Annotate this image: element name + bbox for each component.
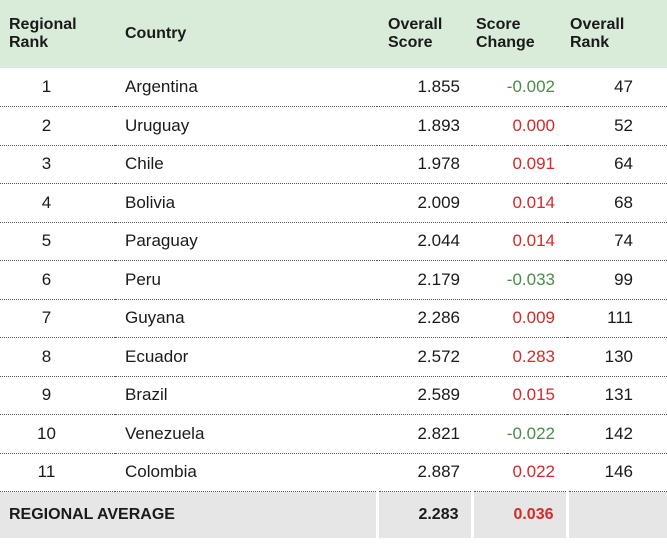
cell-country: Chile	[115, 145, 377, 184]
header-regional-rank: Regional Rank	[0, 0, 115, 68]
cell-overall-rank: 99	[567, 260, 667, 300]
header-overall-score: Overall Score	[377, 0, 472, 68]
table-footer: REGIONAL AVERAGE 2.283 0.036	[0, 491, 667, 538]
table-row: 8 Ecuador 2.572 0.283 130	[0, 337, 667, 377]
cell-regional-rank: 9	[0, 376, 115, 415]
header-overall-rank: Overall Rank	[567, 0, 667, 68]
cell-overall-rank: 52	[567, 106, 667, 146]
cell-overall-rank: 47	[567, 68, 667, 107]
cell-overall-score: 2.286	[377, 299, 472, 338]
cell-overall-rank: 64	[567, 145, 667, 184]
table-row: 1 Argentina 1.855 -0.002 47	[0, 68, 667, 107]
cell-score-change: -0.002	[472, 68, 567, 107]
header-row: Regional Rank Country Overall Score Scor…	[0, 0, 667, 68]
regional-average-blank	[567, 491, 667, 538]
header-overall-score-line2: Score	[388, 34, 433, 51]
cell-score-change: 0.014	[472, 183, 567, 223]
cell-regional-rank: 5	[0, 222, 115, 261]
header-overall-rank-line1: Overall	[570, 16, 625, 33]
cell-country: Colombia	[115, 453, 377, 492]
regional-average-row: REGIONAL AVERAGE 2.283 0.036	[0, 491, 667, 538]
table-row: 7 Guyana 2.286 0.009 111	[0, 299, 667, 338]
cell-country: Brazil	[115, 376, 377, 415]
regional-average-label: REGIONAL AVERAGE	[0, 491, 379, 538]
cell-overall-score: 2.179	[377, 260, 472, 300]
cell-overall-rank: 146	[567, 453, 667, 492]
cell-regional-rank: 4	[0, 183, 115, 223]
cell-overall-rank: 74	[567, 222, 667, 261]
cell-score-change: -0.022	[472, 414, 567, 454]
cell-overall-score: 2.044	[377, 222, 472, 261]
cell-regional-rank: 8	[0, 337, 115, 377]
cell-score-change: 0.009	[472, 299, 567, 338]
cell-overall-rank: 142	[567, 414, 667, 454]
cell-overall-score: 2.821	[377, 414, 472, 454]
cell-regional-rank: 1	[0, 68, 115, 107]
cell-overall-score: 2.589	[377, 376, 472, 415]
cell-regional-rank: 10	[0, 414, 115, 454]
cell-country: Argentina	[115, 68, 377, 107]
cell-score-change: 0.000	[472, 106, 567, 146]
cell-regional-rank: 6	[0, 260, 115, 300]
table-row: 11 Colombia 2.887 0.022 146	[0, 453, 667, 492]
table-header: Regional Rank Country Overall Score Scor…	[0, 0, 667, 68]
cell-country: Venezuela	[115, 414, 377, 454]
cell-country: Guyana	[115, 299, 377, 338]
cell-score-change: -0.033	[472, 260, 567, 300]
cell-score-change: 0.015	[472, 376, 567, 415]
header-regional-rank-line1: Regional	[9, 16, 77, 33]
cell-overall-score: 2.887	[377, 453, 472, 492]
cell-overall-rank: 130	[567, 337, 667, 377]
cell-score-change: 0.022	[472, 453, 567, 492]
regional-average-change: 0.036	[472, 491, 569, 538]
cell-country: Uruguay	[115, 106, 377, 146]
cell-overall-score: 2.009	[377, 183, 472, 223]
header-country: Country	[115, 0, 377, 68]
cell-regional-rank: 7	[0, 299, 115, 338]
header-score-change-line1: Score	[476, 16, 521, 33]
cell-overall-score: 2.572	[377, 337, 472, 377]
cell-score-change: 0.091	[472, 145, 567, 184]
cell-country: Bolivia	[115, 183, 377, 223]
cell-country: Ecuador	[115, 337, 377, 377]
table-row: 2 Uruguay 1.893 0.000 52	[0, 106, 667, 146]
cell-overall-rank: 131	[567, 376, 667, 415]
header-overall-score-line1: Overall	[388, 16, 443, 33]
cell-country: Peru	[115, 260, 377, 300]
table-row: 9 Brazil 2.589 0.015 131	[0, 376, 667, 415]
cell-regional-rank: 3	[0, 145, 115, 184]
table-row: 6 Peru 2.179 -0.033 99	[0, 260, 667, 300]
header-score-change: Score Change	[472, 0, 567, 68]
cell-overall-score: 1.893	[377, 106, 472, 146]
table-row: 4 Bolivia 2.009 0.014 68	[0, 183, 667, 223]
cell-overall-rank: 68	[567, 183, 667, 223]
table-row: 10 Venezuela 2.821 -0.022 142	[0, 414, 667, 454]
cell-regional-rank: 2	[0, 106, 115, 146]
cell-overall-score: 1.978	[377, 145, 472, 184]
cell-score-change: 0.283	[472, 337, 567, 377]
cell-score-change: 0.014	[472, 222, 567, 261]
header-regional-rank-line2: Rank	[9, 34, 49, 51]
table-row: 3 Chile 1.978 0.091 64	[0, 145, 667, 184]
cell-overall-rank: 111	[567, 299, 667, 338]
cell-country: Paraguay	[115, 222, 377, 261]
header-overall-rank-line2: Rank	[570, 34, 610, 51]
table-row: 5 Paraguay 2.044 0.014 74	[0, 222, 667, 261]
header-score-change-line2: Change	[476, 34, 535, 51]
regional-average-score: 2.283	[377, 491, 474, 538]
regional-ranking-table: Regional Rank Country Overall Score Scor…	[0, 0, 667, 538]
cell-overall-score: 1.855	[377, 68, 472, 107]
cell-regional-rank: 11	[0, 453, 115, 492]
table-body: 1 Argentina 1.855 -0.002 47 2 Uruguay 1.893 0.00…	[0, 68, 667, 492]
